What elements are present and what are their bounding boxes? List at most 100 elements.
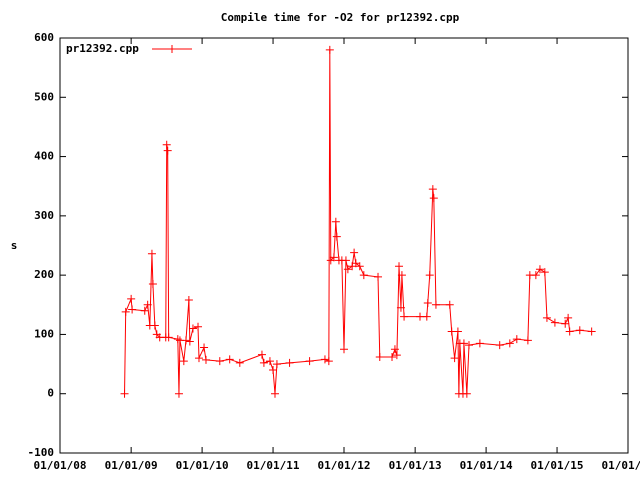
point-marker bbox=[587, 327, 596, 336]
point-marker bbox=[459, 339, 468, 348]
point-marker bbox=[374, 272, 383, 281]
point-marker bbox=[575, 326, 584, 335]
point-marker bbox=[565, 327, 574, 336]
point-marker bbox=[285, 358, 294, 367]
point-marker bbox=[235, 358, 244, 367]
point-marker bbox=[388, 352, 397, 361]
point-marker bbox=[390, 345, 399, 354]
point-marker bbox=[128, 305, 137, 314]
point-marker bbox=[495, 341, 504, 350]
point-marker bbox=[257, 350, 266, 359]
point-marker bbox=[535, 265, 544, 274]
x-tick-label: 01/01/16 bbox=[602, 459, 640, 472]
x-tick-label: 01/01/15 bbox=[531, 459, 584, 472]
point-marker bbox=[325, 45, 334, 54]
point-marker bbox=[561, 319, 570, 328]
point-marker bbox=[445, 300, 454, 309]
point-marker bbox=[329, 253, 338, 262]
point-marker bbox=[148, 280, 157, 289]
point-marker bbox=[396, 303, 405, 312]
point-marker bbox=[215, 357, 224, 366]
point-marker bbox=[201, 355, 210, 364]
point-marker bbox=[164, 333, 173, 342]
point-marker bbox=[140, 306, 149, 315]
chart-title: Compile time for -O2 for pr12392.cpp bbox=[221, 11, 460, 24]
point-marker bbox=[121, 307, 130, 316]
y-tick-label: -100 bbox=[28, 446, 55, 459]
point-marker bbox=[395, 262, 404, 271]
series-line bbox=[124, 49, 592, 394]
point-marker bbox=[272, 360, 281, 369]
point-marker bbox=[162, 140, 171, 149]
point-marker bbox=[392, 351, 401, 360]
point-marker bbox=[542, 313, 551, 322]
point-marker bbox=[173, 335, 182, 344]
point-marker bbox=[324, 357, 333, 366]
y-tick-label: 200 bbox=[34, 268, 54, 281]
legend-label: pr12392.cpp bbox=[66, 42, 139, 55]
point-marker bbox=[181, 336, 190, 345]
x-tick-label: 01/01/09 bbox=[105, 459, 158, 472]
point-marker bbox=[194, 322, 203, 331]
point-marker bbox=[174, 389, 183, 398]
y-tick-label: 600 bbox=[34, 31, 54, 44]
point-marker bbox=[450, 354, 459, 363]
point-marker bbox=[188, 324, 197, 333]
point-marker bbox=[531, 271, 540, 280]
point-marker bbox=[184, 296, 193, 305]
point-marker bbox=[305, 357, 314, 366]
y-tick-label: 0 bbox=[47, 387, 54, 400]
point-marker bbox=[343, 265, 352, 274]
point-marker bbox=[163, 146, 172, 155]
x-tick-label: 01/01/12 bbox=[318, 459, 371, 472]
point-marker bbox=[340, 345, 348, 354]
point-marker bbox=[179, 357, 188, 366]
point-marker bbox=[475, 339, 484, 348]
x-tick-label: 01/01/11 bbox=[247, 459, 300, 472]
point-marker bbox=[462, 389, 471, 398]
point-marker bbox=[464, 341, 473, 350]
point-marker bbox=[400, 312, 409, 321]
point-marker bbox=[505, 339, 514, 348]
point-marker bbox=[259, 358, 268, 367]
point-marker bbox=[225, 355, 234, 364]
point-marker bbox=[540, 268, 549, 277]
point-marker bbox=[350, 248, 359, 257]
point-marker bbox=[269, 366, 278, 374]
point-marker bbox=[341, 256, 350, 265]
point-marker bbox=[120, 389, 129, 398]
y-tick-label: 400 bbox=[34, 150, 54, 163]
point-marker bbox=[550, 318, 559, 327]
point-marker bbox=[564, 313, 573, 322]
y-tick-label: 100 bbox=[34, 327, 54, 340]
point-marker bbox=[431, 300, 440, 309]
point-marker bbox=[320, 355, 329, 364]
point-marker bbox=[200, 343, 209, 352]
point-marker bbox=[428, 185, 437, 194]
point-marker bbox=[375, 352, 384, 361]
point-marker bbox=[127, 294, 136, 303]
y-tick-label: 500 bbox=[34, 90, 54, 103]
point-marker bbox=[416, 312, 425, 321]
x-tick-label: 01/01/14 bbox=[460, 459, 513, 472]
point-marker bbox=[331, 217, 340, 226]
x-tick-label: 01/01/10 bbox=[176, 459, 229, 472]
y-tick-label: 300 bbox=[34, 209, 54, 222]
point-marker bbox=[332, 232, 341, 241]
point-marker bbox=[194, 354, 203, 363]
point-marker bbox=[359, 271, 368, 280]
point-marker bbox=[355, 262, 364, 271]
point-marker bbox=[150, 321, 159, 330]
point-marker bbox=[429, 194, 438, 203]
point-marker bbox=[265, 357, 274, 366]
point-marker bbox=[143, 300, 152, 309]
point-marker bbox=[512, 335, 521, 344]
point-marker bbox=[453, 327, 462, 336]
point-marker bbox=[423, 299, 432, 308]
point-marker bbox=[422, 312, 431, 321]
y-axis-label: s bbox=[11, 239, 18, 252]
point-marker bbox=[147, 249, 156, 258]
point-marker bbox=[425, 271, 434, 280]
